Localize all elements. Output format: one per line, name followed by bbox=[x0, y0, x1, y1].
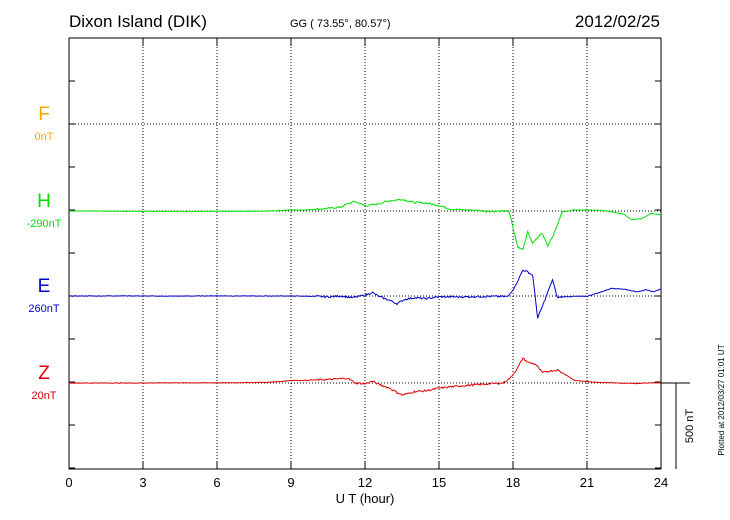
scale-bar: 500 nT bbox=[661, 382, 696, 469]
x-tick-label-21: 21 bbox=[580, 475, 594, 490]
series-offset-F: 0nT bbox=[35, 131, 54, 143]
x-tick-label-3: 3 bbox=[139, 475, 146, 490]
series-line-H bbox=[69, 198, 662, 251]
chart-date: 2012/02/25 bbox=[575, 12, 660, 31]
series-offset-E: 260nT bbox=[28, 303, 59, 315]
series-line-Z bbox=[68, 357, 662, 396]
x-tick-label-15: 15 bbox=[432, 475, 446, 490]
x-tick-label-0: 0 bbox=[65, 475, 72, 490]
series-letter-H: H bbox=[37, 191, 51, 212]
series-lines bbox=[68, 198, 662, 396]
x-ticks: 0 3 6 9 12 15 18 21 24 bbox=[65, 38, 668, 490]
series-letter-E: E bbox=[38, 276, 51, 297]
grid-lines bbox=[69, 38, 661, 469]
series-letter-F: F bbox=[38, 104, 50, 125]
x-tick-label-24: 24 bbox=[654, 475, 668, 490]
x-axis-label: U T (hour) bbox=[336, 491, 395, 506]
plotted-note: Plotted at 2012/03/27 01:01 UT bbox=[717, 344, 726, 455]
x-tick-label-6: 6 bbox=[213, 475, 220, 490]
series-offset-H: -290nT bbox=[27, 218, 62, 230]
x-tick-label-12: 12 bbox=[358, 475, 372, 490]
series-offset-Z: 20nT bbox=[31, 390, 56, 402]
x-tick-label-18: 18 bbox=[506, 475, 520, 490]
scale-bar-label: 500 nT bbox=[684, 409, 696, 444]
series-line-E bbox=[69, 269, 662, 319]
series-labels: F 0nT H -290nT E 260nT Z 20nT bbox=[27, 104, 62, 402]
x-tick-label-9: 9 bbox=[287, 475, 294, 490]
station-title: Dixon Island (DIK) bbox=[69, 12, 207, 31]
geo-coordinates: GG ( 73.55°, 80.57°) bbox=[290, 18, 391, 30]
series-letter-Z: Z bbox=[38, 363, 50, 384]
